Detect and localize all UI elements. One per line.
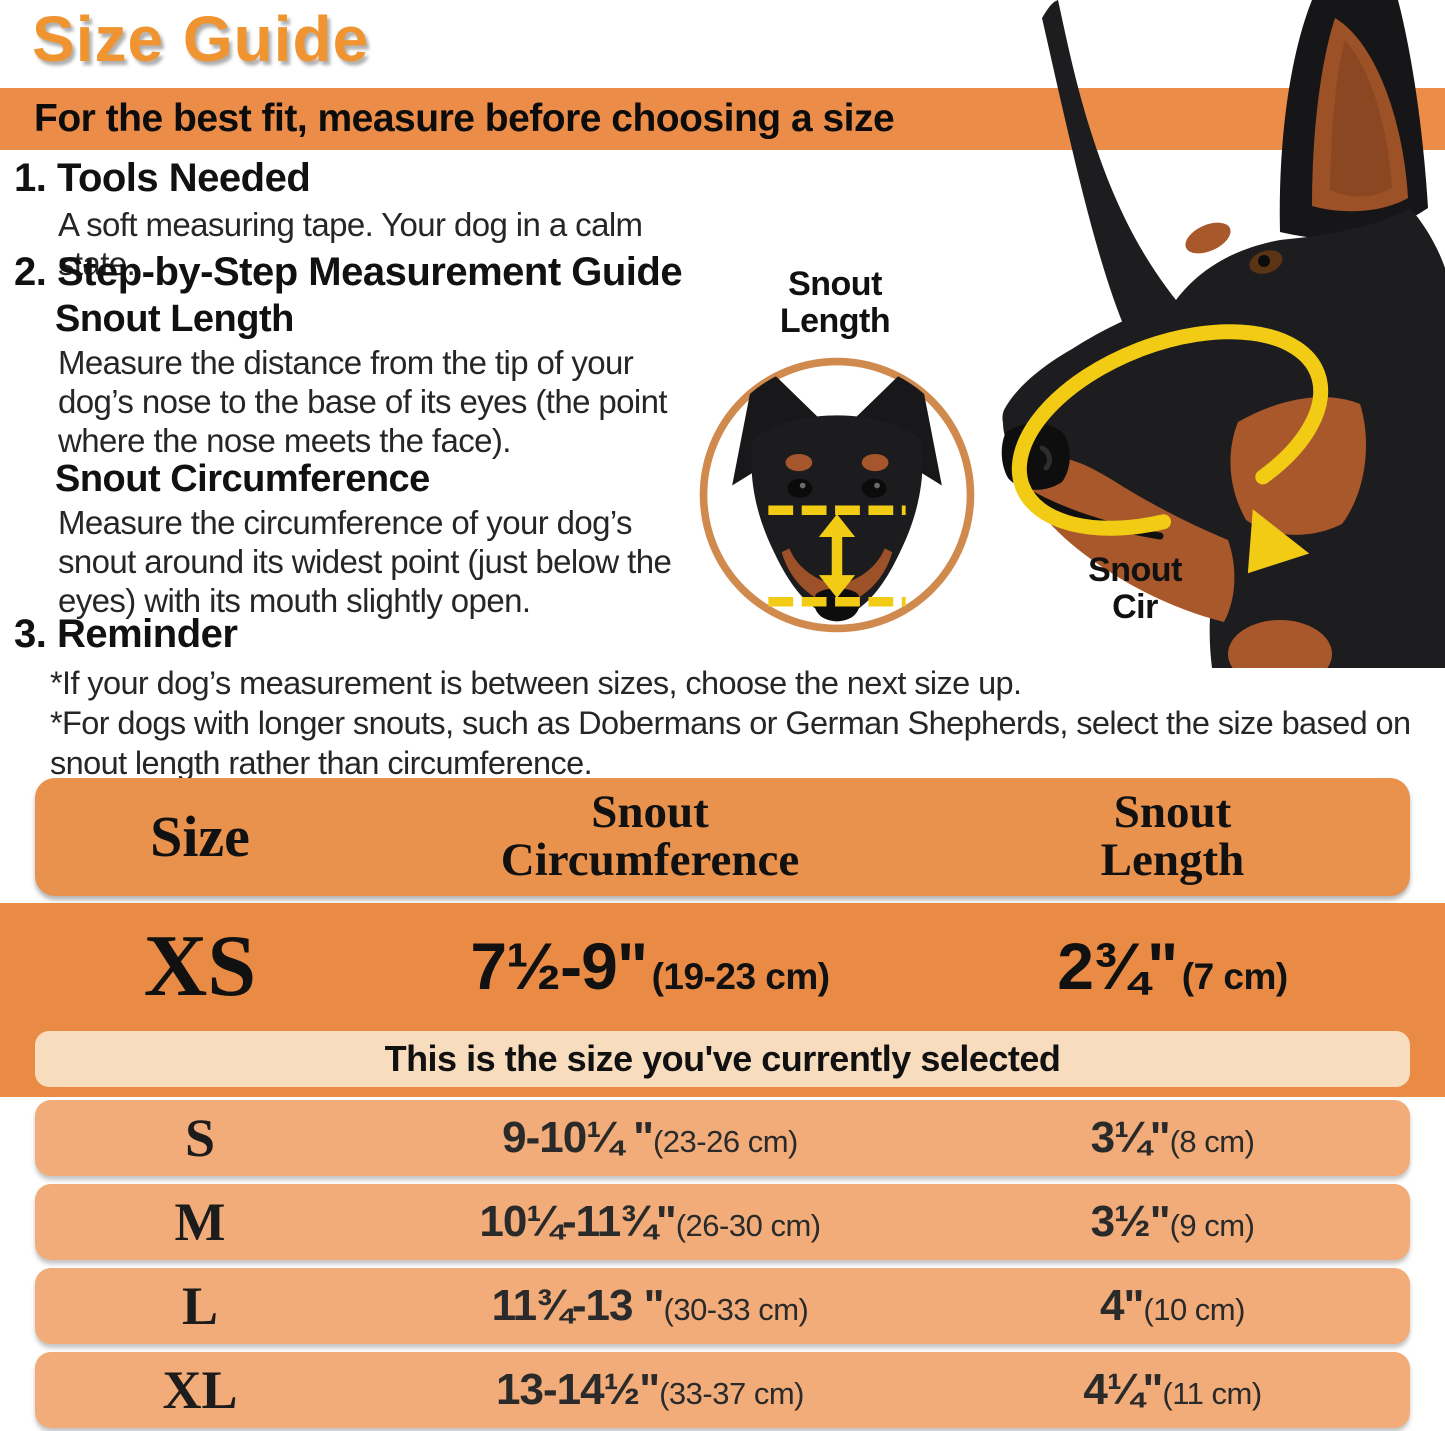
banner: For the best fit, measure before choosin… xyxy=(0,88,1445,150)
step2-heading: 2. Step-by-Step Measurement Guide xyxy=(14,250,683,294)
xs-circumference-value: 7½-9" (19-23 cm) xyxy=(470,929,830,1003)
doberman-head-photo xyxy=(1001,0,1445,668)
snout-length-body: Measure the distance from the tip of you… xyxy=(58,344,668,459)
snout-length-heading: Snout Length xyxy=(55,298,294,340)
size-label-xs: XS xyxy=(143,917,257,1015)
snout-circumference-heading: Snout Circumference xyxy=(55,458,430,500)
step1-heading: 1. Tools Needed xyxy=(14,156,311,200)
table-row-l[interactable]: L 11¾-13 "(30-33 cm) 4"(10 cm) xyxy=(35,1268,1410,1344)
snout-cir-label: Snout Cir xyxy=(1088,551,1182,627)
snout-length-label: Snout Length xyxy=(779,265,891,341)
xs-length-value: 2¾" (7 cm) xyxy=(1057,929,1288,1003)
page-title: Size Guide xyxy=(32,3,370,75)
reminder-note-1: *If your dog’s measurement is between si… xyxy=(50,665,1022,701)
table-row-s[interactable]: S 9-10¼ "(23-26 cm) 3¼"(8 cm) xyxy=(35,1100,1410,1176)
snout-circumference-body: Measure the circumference of your dog’s … xyxy=(58,504,672,619)
column-header-circumference: Snout Circumference xyxy=(500,786,800,886)
column-header-length: Snout Length xyxy=(1100,786,1245,886)
snout-circumference-arrow xyxy=(1011,324,1329,574)
reminder-note-2: *For dogs with longer snouts, such as Do… xyxy=(50,705,1411,781)
table-row-xl[interactable]: XL 13-14½"(33-37 cm) 4¼"(11 cm) xyxy=(35,1352,1410,1428)
table-row-m[interactable]: M 10¼-11¾"(26-30 cm) 3½"(9 cm) xyxy=(35,1184,1410,1260)
banner-text: For the best fit, measure before choosin… xyxy=(34,97,895,140)
selected-size-note: This is the size you've currently select… xyxy=(35,1031,1410,1087)
snout-length-diagram xyxy=(694,352,980,638)
step1-body: A soft measuring tape. Your dog in a cal… xyxy=(58,206,643,282)
table-row-xs-selected[interactable]: XS 7½-9" (19-23 cm) 2¾" (7 cm) This is t… xyxy=(0,903,1445,1097)
step3-heading: 3. Reminder xyxy=(14,612,238,656)
column-header-size: Size xyxy=(150,804,250,870)
size-table-header: Size Snout Circumference Snout Length xyxy=(35,778,1410,896)
